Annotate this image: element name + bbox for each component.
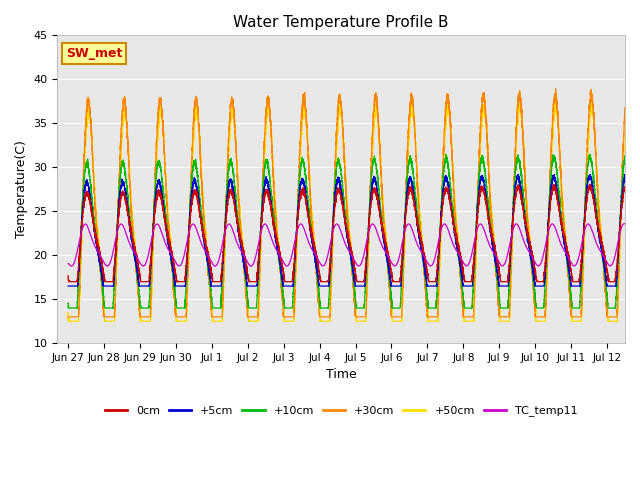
X-axis label: Time: Time <box>326 369 356 382</box>
Y-axis label: Temperature(C): Temperature(C) <box>15 140 28 238</box>
Legend: 0cm, +5cm, +10cm, +30cm, +50cm, TC_temp11: 0cm, +5cm, +10cm, +30cm, +50cm, TC_temp1… <box>100 401 582 421</box>
Title: Water Temperature Profile B: Water Temperature Profile B <box>234 15 449 30</box>
Text: SW_met: SW_met <box>66 47 122 60</box>
